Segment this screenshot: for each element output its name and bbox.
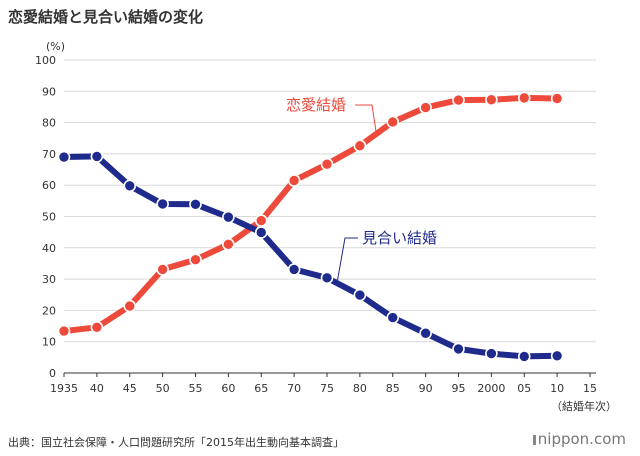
- y-tick-label-100: 100: [35, 54, 56, 67]
- x-tick-label-13: 2000: [477, 382, 505, 395]
- x-tick-label-1: 40: [90, 382, 104, 395]
- x-tick-label-12: 95: [452, 382, 466, 395]
- data-point-1-10: [386, 311, 400, 324]
- data-point-1-15: [550, 349, 564, 363]
- source-note: 出典：国立社会保障・人口問題研究所「2015年出生動向基本調査」: [8, 436, 344, 449]
- data-point-0-10: [386, 115, 400, 129]
- data-point-1-1: [90, 150, 104, 163]
- x-tick-label-8: 75: [320, 382, 334, 395]
- data-point-0-14: [517, 91, 531, 105]
- data-point-0-13: [485, 93, 498, 107]
- data-point-0-8: [320, 157, 334, 171]
- data-point-1-13: [485, 347, 498, 360]
- series-line-0: [61, 94, 561, 335]
- series-leader-arranged: [336, 237, 358, 284]
- brand-mark-icon: [532, 435, 536, 445]
- y-tick-label-50: 50: [42, 211, 56, 224]
- series-leader-love: [355, 104, 377, 134]
- y-tick-label-70: 70: [42, 148, 56, 161]
- data-point-0-9: [353, 139, 367, 153]
- y-tick-label-80: 80: [42, 117, 56, 130]
- data-point-1-7: [287, 263, 301, 276]
- data-point-0-3: [156, 263, 169, 276]
- y-tick-label-60: 60: [42, 179, 56, 192]
- data-point-0-12: [452, 93, 465, 107]
- series-label-arranged: 見合い結婚: [362, 229, 437, 247]
- brand-logo[interactable]: nippon.com: [532, 430, 626, 448]
- y-tick-label-90: 90: [42, 85, 56, 98]
- data-point-0-2: [123, 299, 137, 313]
- data-point-0-7: [287, 174, 301, 187]
- data-point-1-8: [320, 271, 334, 285]
- data-point-1-14: [517, 350, 531, 363]
- x-tick-label-11: 90: [419, 382, 433, 395]
- y-tick-label-0: 0: [49, 367, 56, 380]
- x-tick-label-5: 60: [221, 382, 235, 395]
- x-tick-label-6: 65: [254, 382, 268, 395]
- data-point-1-3: [156, 197, 169, 211]
- y-tick-label-20: 20: [42, 304, 56, 317]
- series-points: [57, 91, 564, 363]
- series-line-1: [61, 153, 561, 360]
- x-tick-label-3: 50: [156, 382, 170, 395]
- x-axis-ticks: 1935 40 45 50 55 60 65 70 75 80 85 90 95 2000 05 10 15: [50, 373, 597, 395]
- y-axis-ticks: 0 10 20 30 40 50 60 70 80 90 100: [35, 54, 56, 380]
- series-label-love: 恋愛結婚: [286, 96, 346, 114]
- x-tick-label-9: 80: [353, 382, 367, 395]
- data-point-1-11: [419, 326, 432, 340]
- x-tick-label-15: 10: [550, 382, 564, 395]
- y-axis-unit: (%): [46, 40, 65, 53]
- x-tick-label-10: 85: [386, 382, 400, 395]
- x-tick-label-4: 55: [189, 382, 203, 395]
- data-point-0-0: [57, 324, 71, 338]
- data-point-1-6: [254, 226, 268, 239]
- x-axis-label: （結婚年次）: [551, 399, 617, 413]
- chart-title: 恋愛結婚と見合い結婚の変化: [8, 8, 204, 26]
- data-point-1-9: [353, 288, 367, 302]
- x-tick-label-2: 45: [123, 382, 137, 395]
- brand-name: nippon.com: [537, 430, 626, 448]
- series-lines: [61, 94, 561, 360]
- y-tick-label-30: 30: [42, 273, 56, 286]
- data-point-0-4: [189, 253, 202, 266]
- x-tick-label-14: 05: [517, 382, 531, 395]
- data-point-0-1: [90, 321, 104, 334]
- data-point-0-11: [419, 101, 432, 114]
- data-point-0-15: [550, 92, 564, 105]
- x-tick-label-16: 15: [583, 382, 597, 395]
- y-tick-label-10: 10: [42, 336, 56, 349]
- data-point-0-6: [254, 214, 268, 227]
- data-point-1-4: [189, 197, 202, 211]
- x-tick-label-7: 70: [287, 382, 301, 395]
- x-tick-label-0: 1935: [50, 382, 78, 395]
- data-point-1-12: [452, 342, 465, 356]
- data-point-1-0: [57, 150, 71, 164]
- data-point-1-5: [222, 210, 235, 224]
- y-tick-label-40: 40: [42, 242, 56, 255]
- data-point-1-2: [123, 179, 137, 193]
- data-point-0-5: [222, 238, 235, 251]
